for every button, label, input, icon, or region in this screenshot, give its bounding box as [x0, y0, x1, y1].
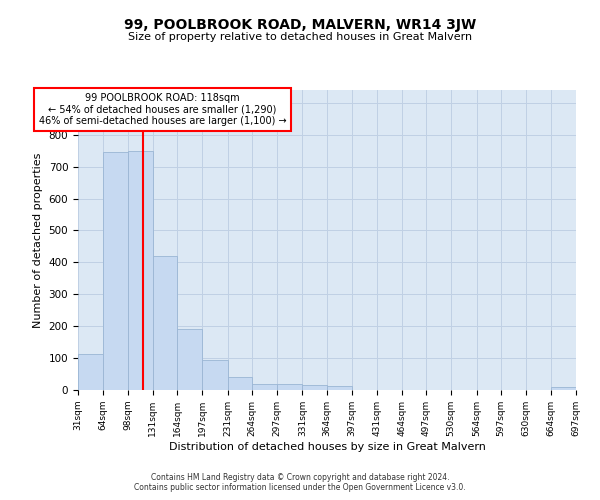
Bar	[128, 150, 153, 390]
Bar	[103, 152, 128, 390]
Text: Contains public sector information licensed under the Open Government Licence v3: Contains public sector information licen…	[134, 483, 466, 492]
Bar	[227, 376, 252, 390]
Bar	[302, 385, 327, 390]
Text: Contains HM Land Registry data © Crown copyright and database right 2024.: Contains HM Land Registry data © Crown c…	[151, 473, 449, 482]
Text: Size of property relative to detached houses in Great Malvern: Size of property relative to detached ho…	[128, 32, 472, 42]
Bar	[78, 354, 103, 390]
Bar	[277, 384, 302, 390]
Bar	[178, 330, 202, 390]
Text: 99 POOLBROOK ROAD: 118sqm
← 54% of detached houses are smaller (1,290)
46% of se: 99 POOLBROOK ROAD: 118sqm ← 54% of detac…	[39, 93, 286, 126]
Bar	[202, 360, 227, 390]
Y-axis label: Number of detached properties: Number of detached properties	[33, 152, 43, 328]
Text: 99, POOLBROOK ROAD, MALVERN, WR14 3JW: 99, POOLBROOK ROAD, MALVERN, WR14 3JW	[124, 18, 476, 32]
Bar	[551, 388, 576, 390]
X-axis label: Distribution of detached houses by size in Great Malvern: Distribution of detached houses by size …	[169, 442, 485, 452]
Bar	[252, 384, 277, 390]
Bar	[153, 256, 178, 390]
Bar	[327, 386, 352, 390]
